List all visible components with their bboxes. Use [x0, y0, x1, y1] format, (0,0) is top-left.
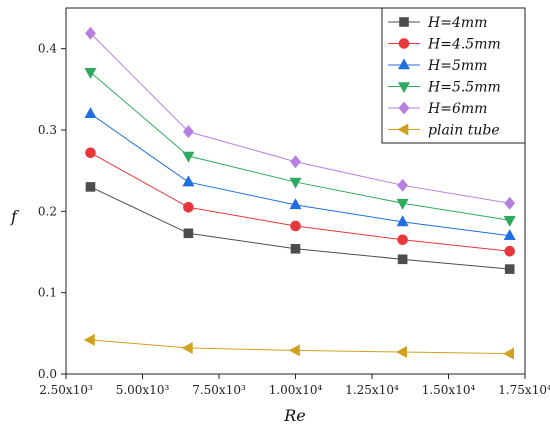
legend-label: H=5.5mm: [427, 80, 501, 96]
data-point: [84, 107, 97, 119]
data-point: [503, 347, 515, 360]
y-tick-label: 0.3: [38, 123, 57, 137]
series-line: [90, 339, 510, 355]
series-1: [85, 182, 515, 274]
data-point: [182, 151, 195, 163]
x-axis-title: Re: [283, 406, 306, 425]
x-tick-label: 1.25x10⁴: [345, 383, 399, 397]
data-point: [183, 125, 194, 139]
data-point: [84, 67, 97, 79]
legend-marker: [399, 17, 409, 27]
x-tick-label: 2.50x10³: [39, 383, 93, 397]
y-axis-ticks: 0.0 0.1 0.2 0.3 0.4: [38, 42, 66, 381]
legend-marker: [397, 82, 411, 94]
legend-box: [381, 7, 526, 144]
data-point: [289, 198, 302, 210]
legend-marker: [397, 123, 409, 136]
legend-entry: plain tube: [388, 123, 500, 139]
legend-marker: [398, 101, 410, 115]
legend-entry: H=4mm: [388, 15, 487, 31]
series-line: [90, 152, 510, 252]
data-point: [397, 254, 408, 265]
series-4: [84, 67, 516, 227]
data-point: [504, 196, 516, 210]
data-point: [290, 243, 301, 254]
data-point: [288, 344, 300, 357]
legend-entry: H=4.5mm: [388, 37, 501, 53]
legend-marker: [397, 58, 411, 70]
series-2: [85, 147, 516, 257]
series-layer: [83, 26, 516, 360]
legend-entry: H=5mm: [388, 58, 487, 74]
legend-label: H=4.5mm: [427, 37, 501, 53]
data-point: [183, 201, 194, 213]
data-point: [395, 346, 407, 359]
x-tick-label: 1.00x10⁴: [269, 383, 323, 397]
legend-entry: H=5.5mm: [388, 80, 501, 96]
data-point: [289, 177, 302, 189]
y-tick-label: 0.1: [38, 286, 57, 300]
x-axis-ticks: 2.50x10³ 5.00x10³ 7.50x10³ 1.00x10⁴ 1.25x10⁴…: [39, 374, 550, 397]
legend-label: plain tube: [428, 123, 500, 139]
legend-label: H=4mm: [427, 15, 487, 31]
data-point: [85, 26, 96, 40]
legend-marker: [398, 38, 410, 49]
y-axis-title: f: [10, 207, 20, 226]
data-point: [290, 155, 301, 169]
data-point: [504, 264, 515, 274]
legend-label: H=6mm: [427, 101, 487, 117]
series-3: [84, 107, 516, 241]
data-point: [290, 220, 301, 232]
y-tick-label: 0.2: [38, 204, 57, 218]
data-point: [396, 215, 409, 227]
x-tick-label: 1.50x10⁴: [422, 383, 476, 397]
data-point: [85, 182, 96, 192]
data-point: [504, 245, 516, 257]
y-tick-label: 0.4: [38, 42, 57, 56]
data-point: [397, 178, 408, 192]
data-point: [396, 198, 409, 210]
x-tick-label: 7.50x10³: [192, 383, 246, 397]
legend: H=4mm H=4.5mm H=5mm H=5.5mm H=6mm plain tube: [381, 7, 526, 144]
x-tick-label: 5.00x10³: [116, 383, 170, 397]
data-point: [83, 333, 95, 346]
series-5: [85, 26, 516, 210]
data-point: [183, 228, 194, 239]
data-point: [85, 147, 96, 159]
legend-entry: H=6mm: [388, 101, 487, 117]
legend-label: H=5mm: [427, 58, 487, 74]
data-point: [503, 215, 516, 227]
data-point: [181, 341, 193, 354]
data-point: [397, 234, 408, 246]
y-tick-label: 0.0: [38, 367, 57, 381]
series-6: [83, 333, 515, 360]
x-tick-label: 1.75x10⁴: [498, 383, 550, 397]
data-point: [182, 175, 195, 187]
data-point: [503, 229, 516, 241]
